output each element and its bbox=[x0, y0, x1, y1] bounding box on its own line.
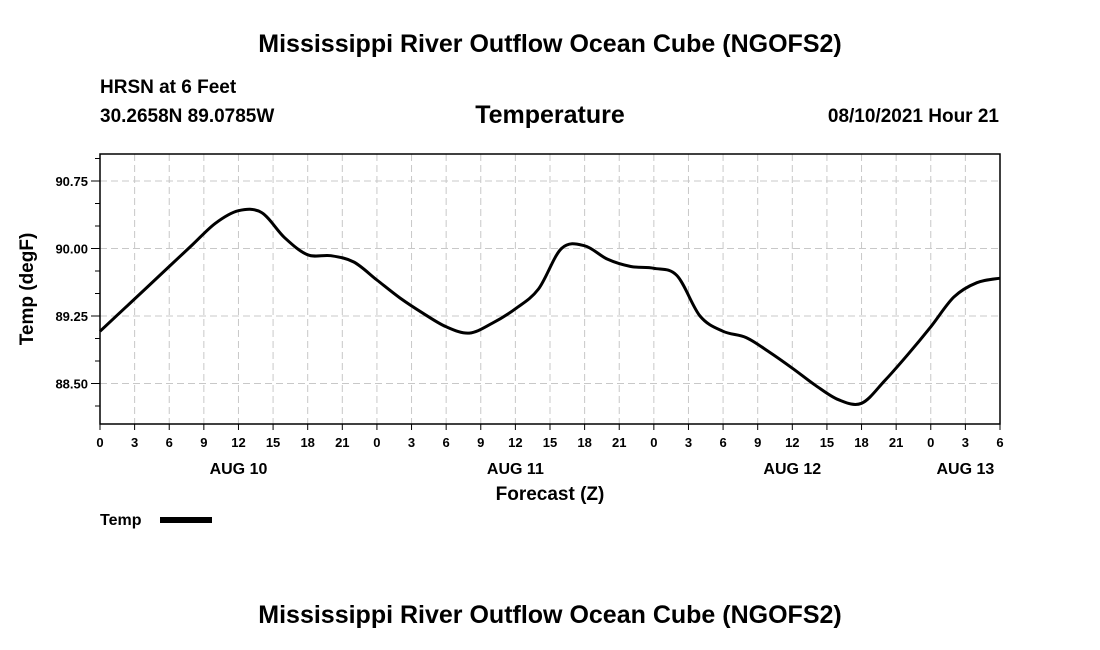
y-axis-title: Temp (degF) bbox=[17, 233, 38, 346]
x-tick-label: 9 bbox=[754, 435, 761, 450]
x-axis-title: Forecast (Z) bbox=[496, 484, 605, 505]
y-tick-label: 88.50 bbox=[55, 377, 88, 392]
date-label: AUG 11 bbox=[487, 461, 544, 478]
chart-subtitle: Temperature bbox=[475, 101, 625, 129]
x-tick-label: 0 bbox=[650, 435, 657, 450]
y-tick-label: 90.75 bbox=[55, 174, 88, 189]
station-coordinates: 30.2658N 89.0785W bbox=[100, 106, 275, 127]
y-axis: 88.50 89.25 90.00 90.75 bbox=[55, 158, 100, 407]
x-tick-label: 3 bbox=[408, 435, 415, 450]
x-tick-label: 6 bbox=[166, 435, 173, 450]
x-tick-label: 12 bbox=[508, 435, 522, 450]
x-tick-label: 6 bbox=[719, 435, 726, 450]
x-tick-label: 21 bbox=[612, 435, 626, 450]
chart-title: Mississippi River Outflow Ocean Cube (NG… bbox=[258, 30, 842, 58]
grid bbox=[100, 154, 1000, 424]
x-axis: 0 3 6 9 12 15 18 21 0 3 6 9 12 15 18 21 0 3 6 9 12 15 18 21 0 3 6 bbox=[96, 424, 1004, 450]
x-tick-label: 18 bbox=[577, 435, 591, 450]
x-tick-label: 12 bbox=[231, 435, 245, 450]
station-name: HRSN at 6 Feet bbox=[100, 77, 237, 98]
x-tick-label: 6 bbox=[443, 435, 450, 450]
legend-label: Temp bbox=[100, 512, 142, 529]
x-tick-label: 15 bbox=[543, 435, 557, 450]
legend: Temp bbox=[100, 512, 212, 529]
date-label: AUG 13 bbox=[936, 461, 994, 478]
x-tick-label: 9 bbox=[477, 435, 484, 450]
x-tick-label: 3 bbox=[685, 435, 692, 450]
x-tick-label: 21 bbox=[335, 435, 349, 450]
x-tick-label: 3 bbox=[962, 435, 969, 450]
y-tick-label: 90.00 bbox=[55, 242, 88, 257]
x-tick-label: 0 bbox=[373, 435, 380, 450]
x-tick-label: 18 bbox=[300, 435, 314, 450]
x-tick-label: 12 bbox=[785, 435, 799, 450]
x-tick-label: 18 bbox=[854, 435, 868, 450]
forecast-datetime: 08/10/2021 Hour 21 bbox=[827, 106, 999, 127]
date-labels: AUG 10 AUG 11 AUG 12 AUG 13 bbox=[210, 461, 995, 478]
x-tick-label: 15 bbox=[820, 435, 834, 450]
y-tick-label: 89.25 bbox=[55, 309, 88, 324]
x-tick-label: 0 bbox=[96, 435, 103, 450]
footer-title: Mississippi River Outflow Ocean Cube (NG… bbox=[258, 601, 842, 629]
date-label: AUG 12 bbox=[763, 461, 821, 478]
series-layer bbox=[98, 207, 1001, 406]
x-tick-label: 3 bbox=[131, 435, 138, 450]
x-tick-label: 9 bbox=[200, 435, 207, 450]
series-line-temp bbox=[98, 207, 1001, 406]
x-tick-label: 15 bbox=[266, 435, 280, 450]
x-tick-label: 21 bbox=[889, 435, 903, 450]
date-label: AUG 10 bbox=[210, 461, 268, 478]
x-tick-label: 6 bbox=[996, 435, 1003, 450]
x-tick-label: 0 bbox=[927, 435, 934, 450]
